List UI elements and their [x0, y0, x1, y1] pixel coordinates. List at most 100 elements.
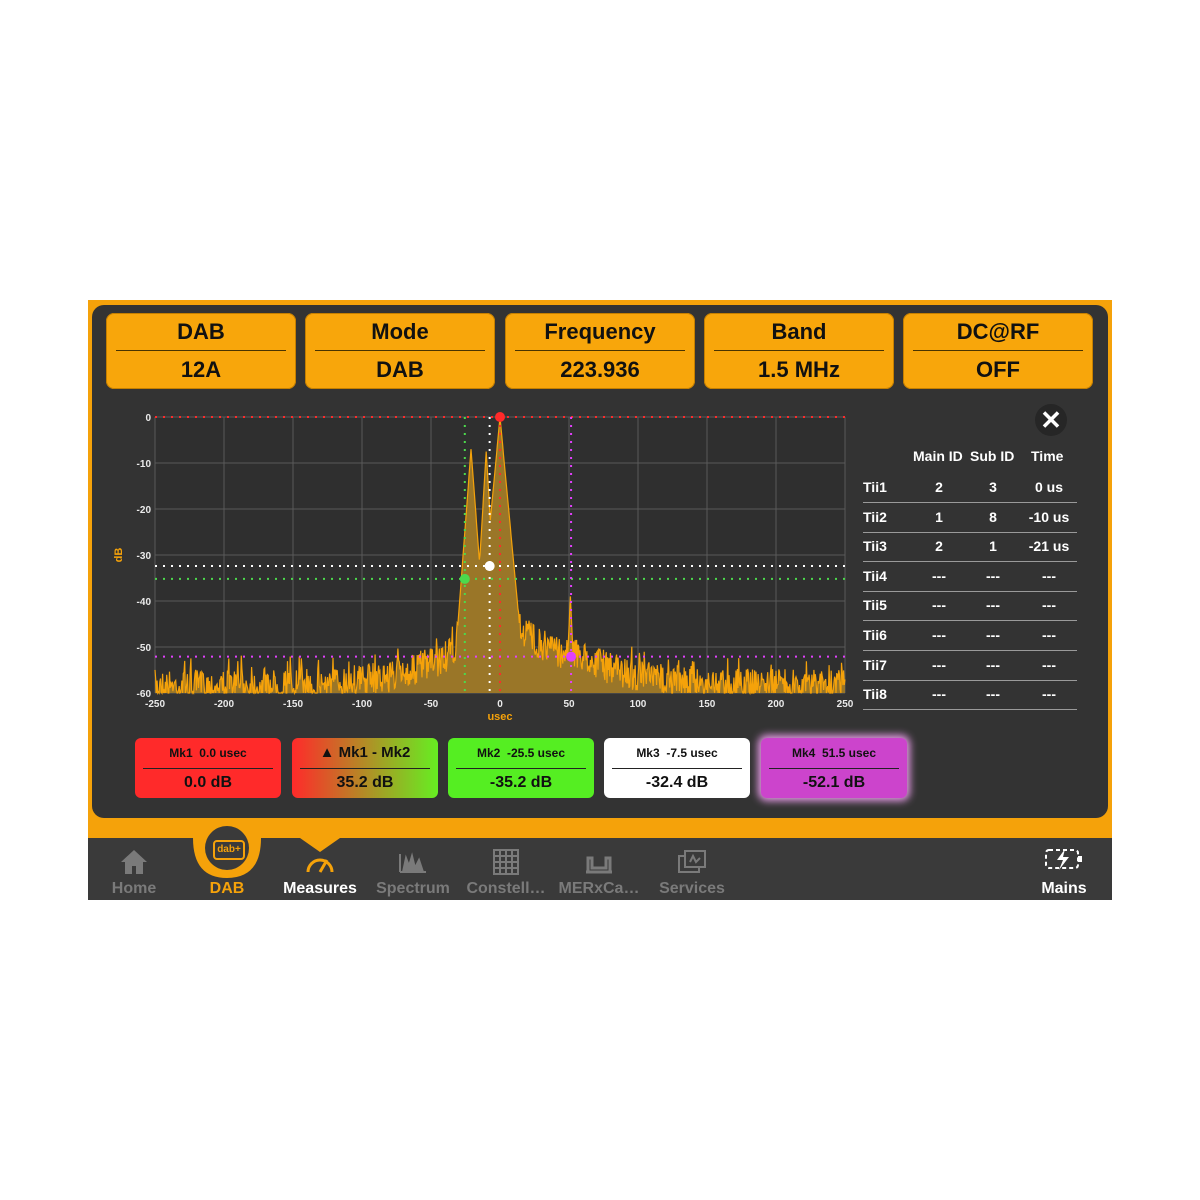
tii-cell-time: ---: [1042, 656, 1056, 673]
tii-row: Tii7 --- --- ---: [863, 651, 1077, 681]
header-mode[interactable]: Mode DAB: [305, 313, 495, 389]
tii-cell-sub: ---: [986, 686, 1000, 703]
tii-cell-time: ---: [1042, 567, 1056, 584]
header-title: Band: [771, 319, 827, 344]
x-tick-label: -250: [145, 699, 165, 710]
divider: [714, 350, 884, 351]
tii-cell-name: Tii8: [863, 686, 887, 703]
header-title: Mode: [371, 319, 429, 344]
divider: [612, 768, 742, 769]
header-value: 223.936: [560, 357, 640, 382]
y-tick-label: -30: [137, 551, 152, 562]
divider: [116, 350, 286, 351]
tii-row: Tii5 --- --- ---: [863, 591, 1077, 622]
header-dab-channel[interactable]: DAB 12A: [106, 313, 296, 389]
tii-row: Tii4 --- --- ---: [863, 562, 1077, 592]
header-value: DAB: [376, 357, 424, 382]
tii-cell-time: ---: [1042, 627, 1056, 643]
tii-cell-sub: 1: [989, 538, 997, 555]
y-tick-label: -20: [137, 505, 152, 516]
marker-label: Mk2 -25.5 usec: [476, 746, 566, 760]
header-value: 1.5 MHz: [758, 357, 840, 382]
nav-constellation[interactable]: Constell…: [460, 838, 552, 900]
tii-cell-main: ---: [932, 656, 946, 673]
nav-mer-carrier[interactable]: MERxCa…: [553, 838, 645, 900]
marker-mk4[interactable]: Mk4 51.5 usec -52.1 dB: [761, 738, 907, 798]
tii-cell-time: 0 us: [1034, 479, 1063, 495]
marker-4-dot: [566, 651, 577, 662]
tii-cell-name: Tii1: [863, 479, 887, 495]
header-dc-rf[interactable]: DC@RF OFF: [903, 313, 1093, 389]
divider: [769, 768, 899, 769]
nav-services[interactable]: Services: [646, 838, 738, 900]
marker-3-dot: [484, 561, 495, 572]
home-icon: [121, 850, 147, 874]
header-value: OFF: [976, 357, 1020, 382]
marker-value: -35.2 dB: [489, 774, 553, 791]
tii-cell-time: -10 us: [1028, 508, 1070, 525]
nav-label: MERxCa…: [558, 880, 640, 897]
x-tick-label: -200: [214, 699, 234, 710]
header-title: Frequency: [544, 319, 656, 344]
marker-delta-mk1-mk2[interactable]: ▲ Mk1 - Mk2 35.2 dB: [292, 738, 438, 798]
tii-cell-main: ---: [932, 597, 946, 614]
tii-cell-time: ---: [1042, 686, 1056, 703]
x-tick-label: 250: [837, 699, 854, 710]
x-axis-label: usec: [487, 711, 512, 723]
tii-cell-sub: ---: [986, 627, 1000, 643]
tii-cell-sub: 8: [989, 508, 997, 525]
divider: [300, 768, 430, 769]
y-tick-label: -50: [137, 643, 152, 654]
mer-carrier-icon: [586, 856, 612, 874]
nav-label: Measures: [283, 880, 357, 897]
marker-mk2[interactable]: Mk2 -25.5 usec -35.2 dB: [448, 738, 594, 798]
marker-label: ▲ Mk1 - Mk2: [319, 744, 411, 761]
x-tick-label: 0: [497, 699, 503, 710]
nav-measures[interactable]: Measures: [274, 838, 366, 900]
divider: [315, 350, 485, 351]
y-axis-label: dB: [113, 548, 125, 563]
gauge-icon: [306, 858, 334, 873]
constellation-icon: [493, 849, 519, 875]
marker-mk3[interactable]: Mk3 -7.5 usec -32.4 dB: [604, 738, 750, 798]
header-value: 12A: [180, 357, 222, 382]
tii-cell-time: ---: [1042, 597, 1056, 614]
marker-value: 0.0 dB: [183, 774, 232, 791]
tii-cell-name: Tii7: [863, 656, 887, 673]
nav-label: Constell…: [466, 880, 546, 897]
marker-value: 35.2 dB: [336, 774, 394, 791]
nav-home[interactable]: Home: [88, 838, 180, 900]
tii-cell-main: 1: [935, 508, 943, 525]
tii-cell-main: ---: [932, 567, 946, 584]
divider: [913, 350, 1083, 351]
close-icon[interactable]: ✕: [1035, 404, 1067, 436]
header-frequency[interactable]: Frequency 223.936: [505, 313, 695, 389]
tii-cell-main: 2: [935, 538, 943, 555]
tii-cell-main: ---: [932, 627, 946, 643]
tii-cell-main: 2: [935, 479, 943, 495]
tii-row: Tii1 2 3 0 us: [863, 473, 1077, 503]
x-tick-label: 200: [768, 699, 785, 710]
header-title: DC@RF: [956, 319, 1040, 344]
marker-label: Mk3 -7.5 usec: [636, 746, 718, 760]
tii-cell-sub: 3: [989, 479, 997, 495]
nav-dab[interactable]: dab+ DAB: [181, 838, 273, 900]
nav-spectrum[interactable]: Spectrum: [367, 838, 459, 900]
tii-cell-name: Tii3: [863, 538, 887, 555]
tii-cell-time: -21 us: [1028, 538, 1070, 555]
header-band[interactable]: Band 1.5 MHz: [704, 313, 894, 389]
x-tick-label: 150: [699, 699, 716, 710]
divider: [456, 768, 586, 769]
marker-value: -52.1 dB: [802, 774, 866, 791]
x-tick-label: 100: [630, 699, 647, 710]
tii-row: Tii3 2 1 -21 us: [863, 532, 1077, 563]
tii-cell-sub: ---: [986, 597, 1000, 614]
x-tick-label: -100: [352, 699, 372, 710]
tii-cell-name: Tii5: [863, 597, 887, 614]
tii-row: Tii2 1 8 -10 us: [863, 503, 1077, 533]
marker-mk1[interactable]: Mk1 0.0 usec 0.0 dB: [135, 738, 281, 798]
power-label: Mains: [1041, 880, 1087, 897]
marker-label: Mk1 0.0 usec: [169, 746, 247, 760]
x-tick-label: -150: [283, 699, 303, 710]
